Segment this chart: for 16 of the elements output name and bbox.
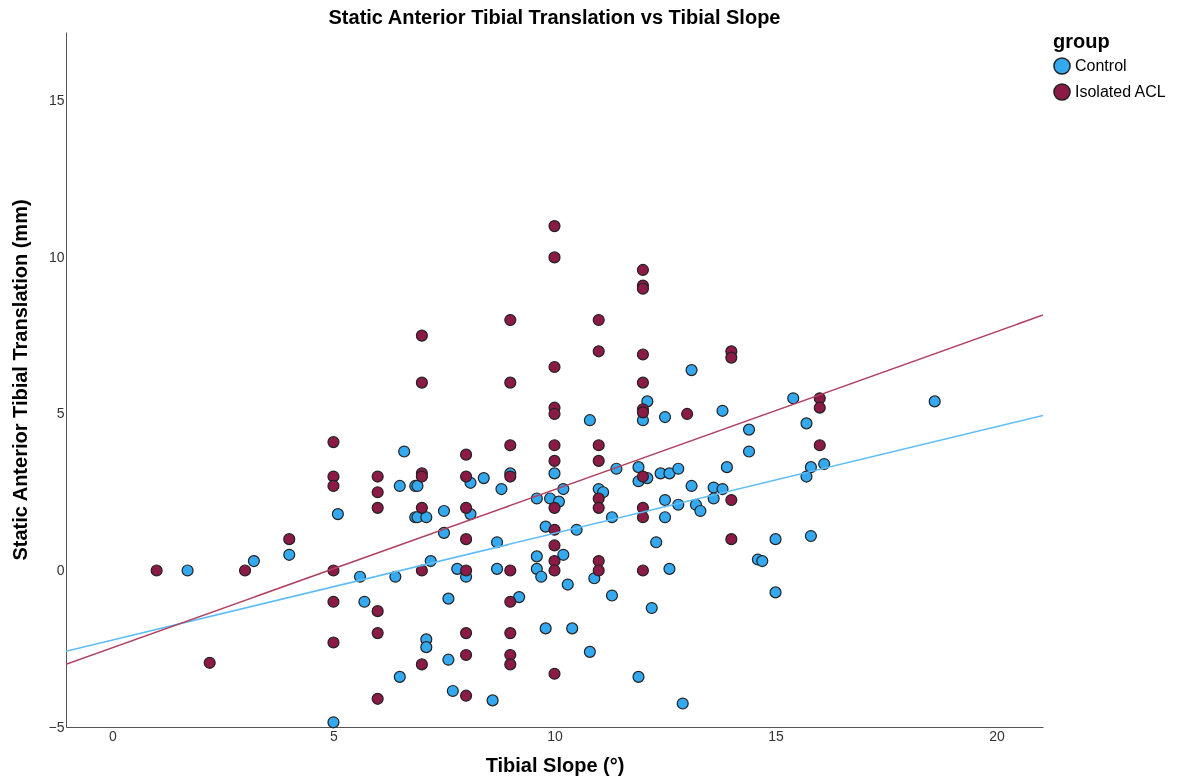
x-tick-label: 5	[330, 727, 339, 744]
x-tick-label: 15	[768, 727, 785, 744]
x-axis-title: Tibial Slope (°)	[485, 753, 625, 776]
legend-title: group	[1053, 30, 1110, 52]
y-tick-label: 15	[48, 92, 65, 109]
x-tick-label: 20	[989, 727, 1006, 744]
y-tick-label: 10	[48, 248, 65, 265]
y-tick-label: 0	[56, 561, 65, 578]
y-tick-label: −5	[48, 718, 65, 735]
legend-label: Control	[1075, 57, 1127, 74]
x-tick-label: 0	[109, 727, 118, 744]
legend-label: Isolated ACL	[1075, 83, 1166, 100]
chart-title: Static Anterior Tibial Translation vs Tibial Slope	[328, 6, 781, 28]
y-tick-label: 5	[56, 405, 65, 422]
y-axis-title: Static Anterior Tibial Translation (mm)	[8, 199, 31, 561]
x-tick-label: 10	[547, 727, 563, 744]
